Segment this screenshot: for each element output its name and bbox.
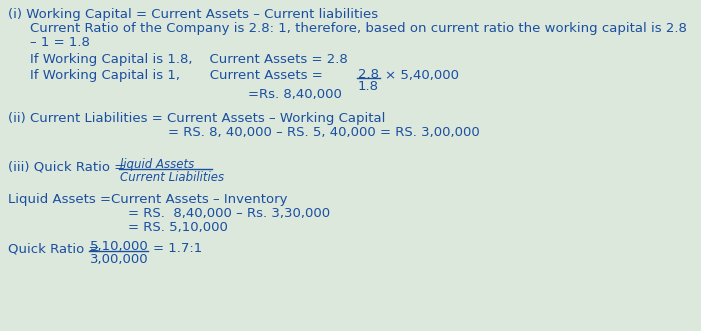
Text: = RS. 5,10,000: = RS. 5,10,000 — [128, 221, 228, 234]
Text: (ii) Current Liabilities = Current Assets – Working Capital: (ii) Current Liabilities = Current Asset… — [8, 112, 386, 125]
Text: Liquid Assets =Current Assets – Inventory: Liquid Assets =Current Assets – Inventor… — [8, 193, 287, 206]
Text: 3,00,000: 3,00,000 — [90, 253, 149, 266]
Text: = 1.7:1: = 1.7:1 — [153, 242, 203, 255]
Text: 5,10,000: 5,10,000 — [90, 240, 149, 253]
Text: If Working Capital is 1.8,    Current Assets = 2.8: If Working Capital is 1.8, Current Asset… — [30, 53, 348, 66]
Text: Quick Ratio =: Quick Ratio = — [8, 242, 104, 255]
Text: 1.8: 1.8 — [358, 80, 379, 93]
Text: – 1 = 1.8: – 1 = 1.8 — [30, 36, 90, 49]
Text: 2.8: 2.8 — [358, 68, 379, 81]
Text: Current Ratio of the Company is 2.8: 1, therefore, based on current ratio the wo: Current Ratio of the Company is 2.8: 1, … — [30, 22, 687, 35]
Text: If Working Capital is 1,       Current Assets =: If Working Capital is 1, Current Assets … — [30, 69, 327, 82]
Text: liquid Assets: liquid Assets — [120, 158, 194, 171]
Text: = RS.  8,40,000 – Rs. 3,30,000: = RS. 8,40,000 – Rs. 3,30,000 — [128, 207, 330, 220]
Text: Current Liabilities: Current Liabilities — [120, 171, 224, 184]
Text: =Rs. 8,40,000: =Rs. 8,40,000 — [248, 88, 342, 101]
Text: (i) Working Capital = Current Assets – Current liabilities: (i) Working Capital = Current Assets – C… — [8, 8, 378, 21]
Text: = RS. 8, 40,000 – RS. 5, 40,000 = RS. 3,00,000: = RS. 8, 40,000 – RS. 5, 40,000 = RS. 3,… — [168, 126, 479, 139]
Text: (iii) Quick Ratio =: (iii) Quick Ratio = — [8, 160, 130, 173]
Text: × 5,40,000: × 5,40,000 — [385, 69, 459, 82]
